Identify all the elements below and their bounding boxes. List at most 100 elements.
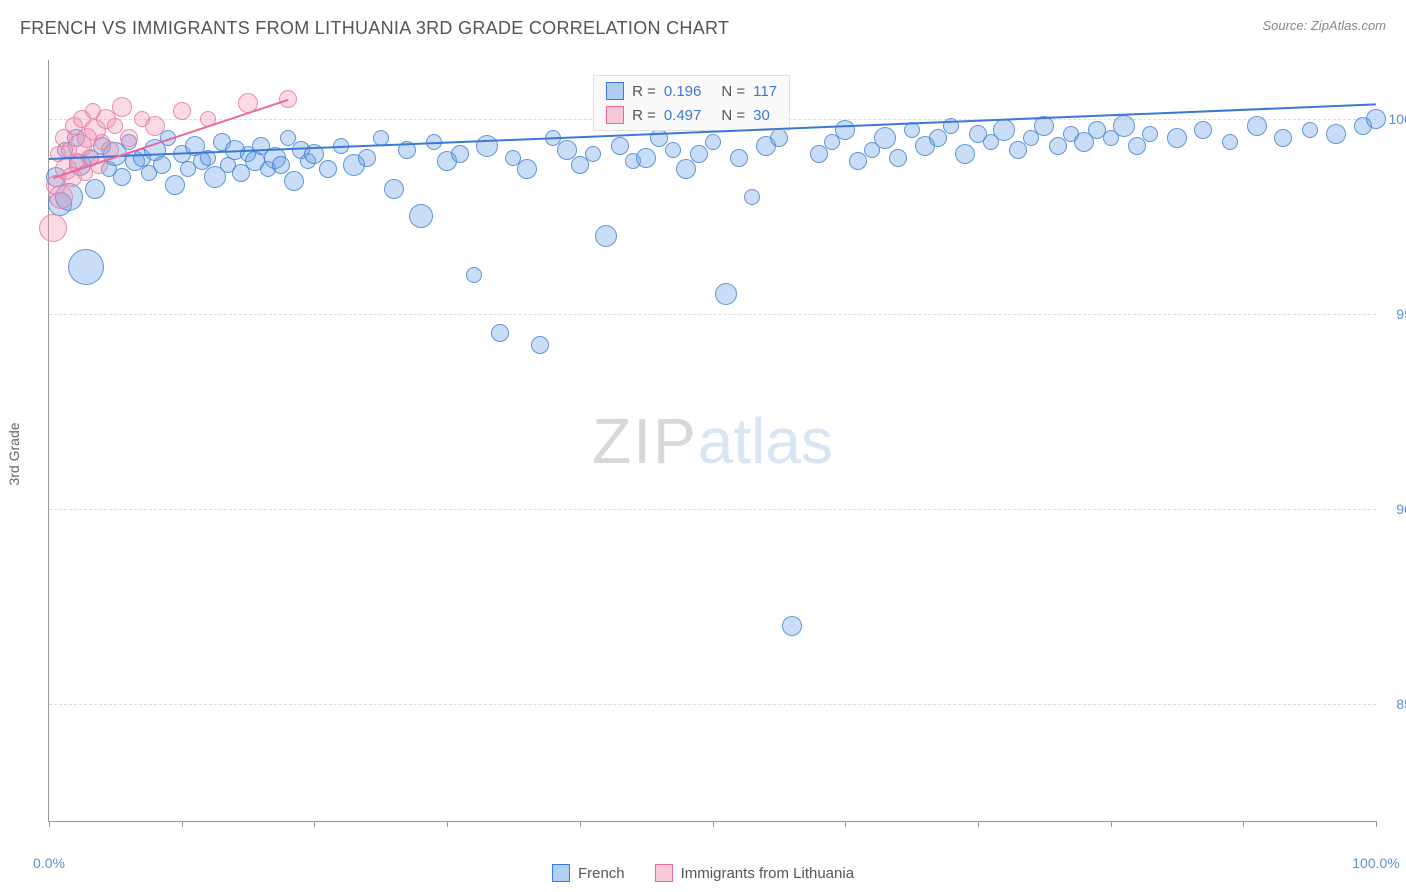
xtick-label-right: 100.0% (1352, 855, 1399, 871)
data-point (68, 249, 104, 285)
watermark-atlas: atlas (698, 405, 833, 477)
bottom-legend: French Immigrants from Lithuania (552, 864, 854, 882)
yaxis-label: 3rd Grade (6, 422, 22, 485)
data-point (557, 140, 577, 160)
data-point (49, 185, 73, 209)
data-point (145, 116, 165, 136)
data-point (491, 324, 509, 342)
correlation-legend: R =0.196N =117R =0.497N =30 (593, 75, 790, 131)
grid-line (49, 704, 1376, 705)
data-point (173, 102, 191, 120)
data-point (1128, 137, 1146, 155)
legend-row: R =0.497N =30 (606, 106, 777, 124)
watermark-zip: ZIP (592, 405, 698, 477)
data-point (1034, 116, 1054, 136)
r-value: 0.196 (664, 83, 702, 100)
data-point (1222, 134, 1238, 150)
xtick-mark (49, 821, 50, 827)
data-point (85, 179, 105, 199)
data-point (810, 145, 828, 163)
data-point (1274, 129, 1292, 147)
data-point (690, 145, 708, 163)
data-point (1049, 137, 1067, 155)
xtick-mark (713, 821, 714, 827)
data-point (835, 120, 855, 140)
data-point (466, 267, 482, 283)
xtick-label-left: 0.0% (33, 855, 65, 871)
grid-line (49, 509, 1376, 510)
n-value: 117 (753, 83, 777, 100)
data-point (705, 134, 721, 150)
data-point (272, 156, 290, 174)
data-point (744, 189, 760, 205)
data-point (770, 129, 788, 147)
legend-swatch-pink (655, 864, 673, 882)
data-point (585, 146, 601, 162)
xtick-mark (1111, 821, 1112, 827)
xtick-mark (182, 821, 183, 827)
xtick-mark (845, 821, 846, 827)
data-point (165, 175, 185, 195)
data-point (595, 225, 617, 247)
data-point (451, 145, 469, 163)
data-point (1366, 109, 1386, 129)
n-value: 30 (753, 107, 770, 124)
xtick-mark (314, 821, 315, 827)
data-point (849, 152, 867, 170)
data-point (636, 148, 656, 168)
data-point (611, 137, 629, 155)
grid-line (49, 314, 1376, 315)
data-point (676, 159, 696, 179)
n-label: N = (721, 83, 745, 100)
source-attribution: Source: ZipAtlas.com (1262, 18, 1386, 33)
data-point (113, 168, 131, 186)
data-point (153, 156, 171, 174)
legend-swatch (606, 82, 624, 100)
data-point (120, 129, 138, 147)
data-point (1326, 124, 1346, 144)
r-label: R = (632, 107, 656, 124)
data-point (1009, 141, 1027, 159)
data-point (112, 97, 132, 117)
data-point (955, 144, 975, 164)
data-point (993, 119, 1015, 141)
xtick-mark (978, 821, 979, 827)
chart-title: FRENCH VS IMMIGRANTS FROM LITHUANIA 3RD … (20, 18, 729, 39)
data-point (517, 159, 537, 179)
data-point (571, 156, 589, 174)
data-point (384, 179, 404, 199)
legend-swatch (606, 106, 624, 124)
data-point (1302, 122, 1318, 138)
ytick-label: 95.0% (1396, 306, 1406, 322)
legend-item-lithuania: Immigrants from Lithuania (655, 864, 854, 882)
data-point (1167, 128, 1187, 148)
legend-item-french: French (552, 864, 625, 882)
plot: ZIPatlas 85.0%90.0%95.0%100.0%0.0%100.0%… (48, 60, 1376, 822)
data-point (319, 160, 337, 178)
data-point (889, 149, 907, 167)
legend-row: R = 0.196 N = 117 (606, 82, 777, 100)
watermark: ZIPatlas (592, 404, 833, 478)
r-label: R = (632, 83, 656, 100)
header: FRENCH VS IMMIGRANTS FROM LITHUANIA 3RD … (0, 0, 1406, 39)
data-point (715, 283, 737, 305)
data-point (531, 336, 549, 354)
data-point (284, 171, 304, 191)
data-point (782, 616, 802, 636)
data-point (874, 127, 896, 149)
data-point (1142, 126, 1158, 142)
legend-swatch-blue (552, 864, 570, 882)
ytick-label: 90.0% (1396, 501, 1406, 517)
n-label: N = (721, 107, 745, 124)
chart-container: FRENCH VS IMMIGRANTS FROM LITHUANIA 3RD … (0, 0, 1406, 892)
data-point (39, 214, 67, 242)
xtick-mark (580, 821, 581, 827)
xtick-mark (1243, 821, 1244, 827)
ytick-label: 85.0% (1396, 696, 1406, 712)
legend-label-lithuania: Immigrants from Lithuania (681, 865, 854, 882)
data-point (929, 129, 947, 147)
data-point (1113, 115, 1135, 137)
data-point (1247, 116, 1267, 136)
xtick-mark (447, 821, 448, 827)
legend-label-french: French (578, 865, 625, 882)
